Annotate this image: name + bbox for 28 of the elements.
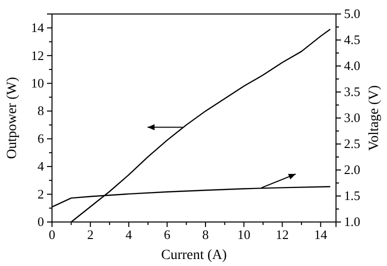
y-tick-label: 8 <box>38 103 44 118</box>
y-tick-label: 6 <box>38 130 44 146</box>
y-tick-label: 10 <box>31 75 44 90</box>
y-tick-label: 0 <box>38 214 44 230</box>
y-tick-label: 2 <box>38 186 44 202</box>
y2-axis-title: Voltage (V) <box>367 84 382 151</box>
y2-tick-label: 3.0 <box>344 110 360 126</box>
x-tick-label: 4 <box>126 227 133 242</box>
y2-tick-label: 1.0 <box>344 214 360 230</box>
x-tick-label: 8 <box>202 227 209 242</box>
x-tick-label: 14 <box>314 227 328 242</box>
y2-tick-label: 2.5 <box>344 136 360 152</box>
y2-tick-label: 2.0 <box>344 162 360 178</box>
x-tick-label: 2 <box>87 227 94 242</box>
y2-tick-label: 1.5 <box>344 188 360 204</box>
y2-tick-label: 4.5 <box>344 32 360 48</box>
x-tick-label: 10 <box>237 227 250 242</box>
x-tick-label: 0 <box>48 227 56 242</box>
y2-tick-label: 5.0 <box>344 6 360 22</box>
y2-tick-label: 4.0 <box>344 58 360 74</box>
y-axis-title: Outpower (W) <box>5 76 20 160</box>
y-tick-label: 4 <box>38 158 44 174</box>
x-tick-label: 12 <box>276 227 289 242</box>
y-tick-label: 12 <box>31 48 44 63</box>
x-tick-label: 6 <box>164 227 171 242</box>
y2-tick-label: 3.5 <box>344 84 360 100</box>
y-tick-label: 14 <box>31 20 44 36</box>
x-axis-title: Current (A) <box>161 248 228 263</box>
